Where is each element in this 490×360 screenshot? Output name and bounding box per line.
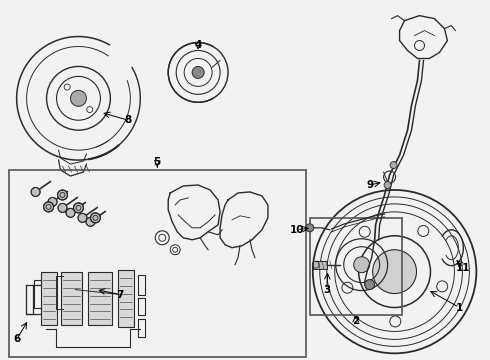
Bar: [61, 272, 82, 325]
Circle shape: [71, 90, 86, 106]
Circle shape: [390, 162, 397, 168]
Text: 5: 5: [154, 157, 161, 167]
Text: 1: 1: [456, 302, 463, 312]
Circle shape: [365, 280, 375, 289]
Text: 4: 4: [195, 40, 202, 50]
Bar: [310, 218, 401, 315]
Text: 6: 6: [13, 334, 20, 345]
Bar: [9, 170, 306, 357]
Circle shape: [44, 202, 53, 212]
Circle shape: [372, 250, 416, 293]
Bar: [119, 270, 134, 328]
Circle shape: [74, 203, 83, 213]
Circle shape: [57, 190, 68, 200]
Text: 11: 11: [456, 263, 470, 273]
Circle shape: [78, 213, 87, 222]
Circle shape: [66, 208, 75, 217]
Bar: [89, 272, 112, 325]
Circle shape: [48, 197, 57, 206]
Text: 2: 2: [352, 316, 359, 327]
Circle shape: [306, 224, 314, 232]
Circle shape: [91, 213, 100, 223]
Bar: [313, 261, 327, 269]
Circle shape: [384, 181, 391, 189]
Circle shape: [192, 67, 204, 78]
Text: 8: 8: [125, 115, 132, 125]
Text: 9: 9: [366, 180, 373, 190]
Bar: [41, 272, 56, 325]
Circle shape: [354, 257, 369, 273]
Circle shape: [58, 203, 67, 212]
Text: 10: 10: [290, 225, 304, 235]
Text: 3: 3: [323, 284, 330, 294]
Text: 7: 7: [117, 289, 124, 300]
Circle shape: [86, 217, 95, 226]
Circle shape: [31, 188, 40, 197]
